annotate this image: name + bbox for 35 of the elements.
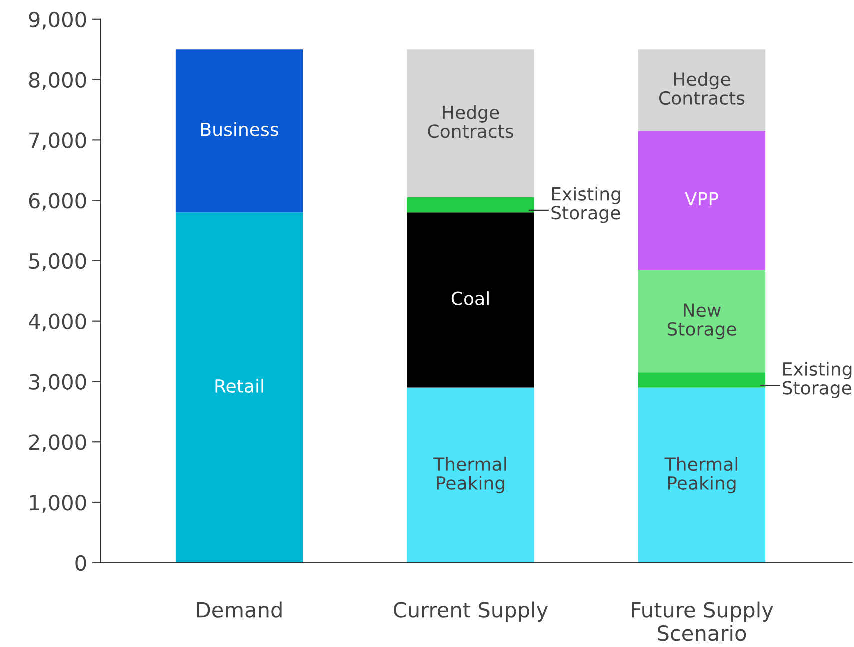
bar [638, 270, 766, 373]
x-tick-label: Future Supply Scenario [632, 602, 774, 642]
bar [407, 50, 534, 198]
bar [407, 388, 534, 563]
series-label: VPP [685, 192, 718, 206]
bar [407, 212, 534, 388]
series-label: Coal [452, 291, 489, 306]
y-tick-label: 5,000 [30, 253, 86, 272]
series-label: New Storage [668, 304, 736, 340]
y-tick-label: 7,000 [30, 132, 86, 151]
series-label: Retail [216, 379, 264, 394]
y-tick-label: 8,000 [29, 72, 86, 90]
text: Thermal Peaking [434, 457, 506, 494]
y-tick-label: 4,000 [28, 314, 86, 332]
series-label: Hedge Contracts [428, 105, 514, 138]
bar [176, 212, 304, 563]
bar [638, 372, 766, 388]
y-tick-label: 1,000 [30, 494, 86, 513]
y-tick-label: 2,000 [29, 434, 86, 452]
y-tick-label: 9,000 [29, 12, 86, 30]
y-tick-label: 0 [76, 555, 86, 572]
series-label: Business [201, 122, 278, 136]
text: Existing Storage [552, 186, 620, 224]
y-tick-label: 3,000 [30, 374, 86, 392]
bar [638, 388, 766, 563]
x-tick-label: Demand [197, 602, 282, 618]
bar [638, 131, 766, 270]
series-label: Thermal Peaking [664, 457, 738, 494]
bar [638, 50, 766, 132]
bar [176, 50, 304, 213]
series-label: Existing Storage [782, 362, 852, 398]
bar [407, 198, 534, 213]
text: Hedge Contracts [659, 72, 745, 106]
y-tick-label: 6,000 [29, 193, 86, 211]
x-tick-label: Current Supply [394, 602, 548, 622]
